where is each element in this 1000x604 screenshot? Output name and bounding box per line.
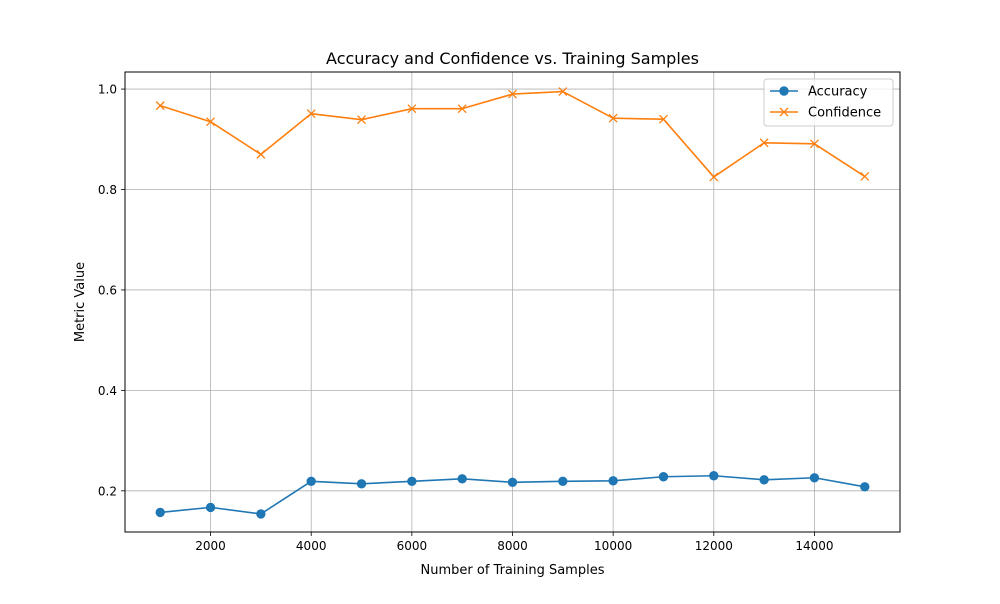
y-tick-label: 1.0 [98,83,117,97]
confidence-point [407,104,417,114]
legend-accuracy-marker-shape [779,86,789,96]
legend-confidence-marker [779,107,789,117]
accuracy-point [608,476,618,486]
x-tick-label: 10000 [594,539,632,553]
axis-ticks: 2000 4000 6000 8000 10000 12000 14000 0.2 0.4 0.6… [98,83,834,553]
legend-accuracy-marker [779,86,789,96]
y-axis-label: Metric Value [73,262,88,342]
x-tick-label: 2000 [195,539,226,553]
accuracy-point [306,476,316,486]
accuracy-point [457,474,467,484]
confidence-point [558,87,568,97]
confidence-point [809,139,819,149]
accuracy-point [759,475,769,485]
confidence-point [759,138,769,148]
legend: Accuracy Confidence [763,78,894,127]
accuracy-point [860,482,870,492]
accuracy-point [809,473,820,483]
x-tick-label: 14000 [795,539,833,553]
accuracy-point [558,476,568,486]
chart-title: Accuracy and Confidence vs. Training Sam… [326,49,699,68]
confidence-series [155,87,870,182]
y-tick-label: 0.6 [98,283,117,297]
data-series [155,87,870,519]
grid-lines [125,72,900,532]
accuracy-series [155,471,870,519]
x-axis-label: Number of Training Samples [421,563,605,578]
legend-accuracy-label: Accuracy [808,85,868,100]
accuracy-point [256,509,266,519]
legend-confidence-marker-shape [779,107,789,117]
accuracy-point [205,502,216,513]
x-tick-label: 6000 [397,539,428,553]
confidence-point [206,117,216,127]
y-tick-label: 0.8 [98,183,117,197]
accuracy-point [709,471,719,481]
confidence-point [357,115,366,125]
accuracy-point [507,477,518,487]
confidence-point [256,149,266,159]
confidence-point [659,114,668,124]
confidence-point [608,113,618,123]
confidence-point [306,109,316,119]
confidence-point [155,101,165,111]
confidence-point [709,172,719,182]
y-tick-label: 0.2 [98,484,117,498]
legend-confidence-label: Confidence [808,106,881,121]
confidence-point [508,89,517,99]
accuracy-point [658,472,669,482]
confidence-point [457,104,467,114]
x-tick-label: 4000 [296,539,327,553]
accuracy-point [356,479,367,489]
x-tick-label: 12000 [695,539,733,553]
x-tick-label: 8000 [497,539,528,553]
accuracy-point [407,476,417,486]
y-tick-label: 0.4 [98,384,117,398]
confidence-point [860,171,870,181]
accuracy-point [155,507,165,518]
